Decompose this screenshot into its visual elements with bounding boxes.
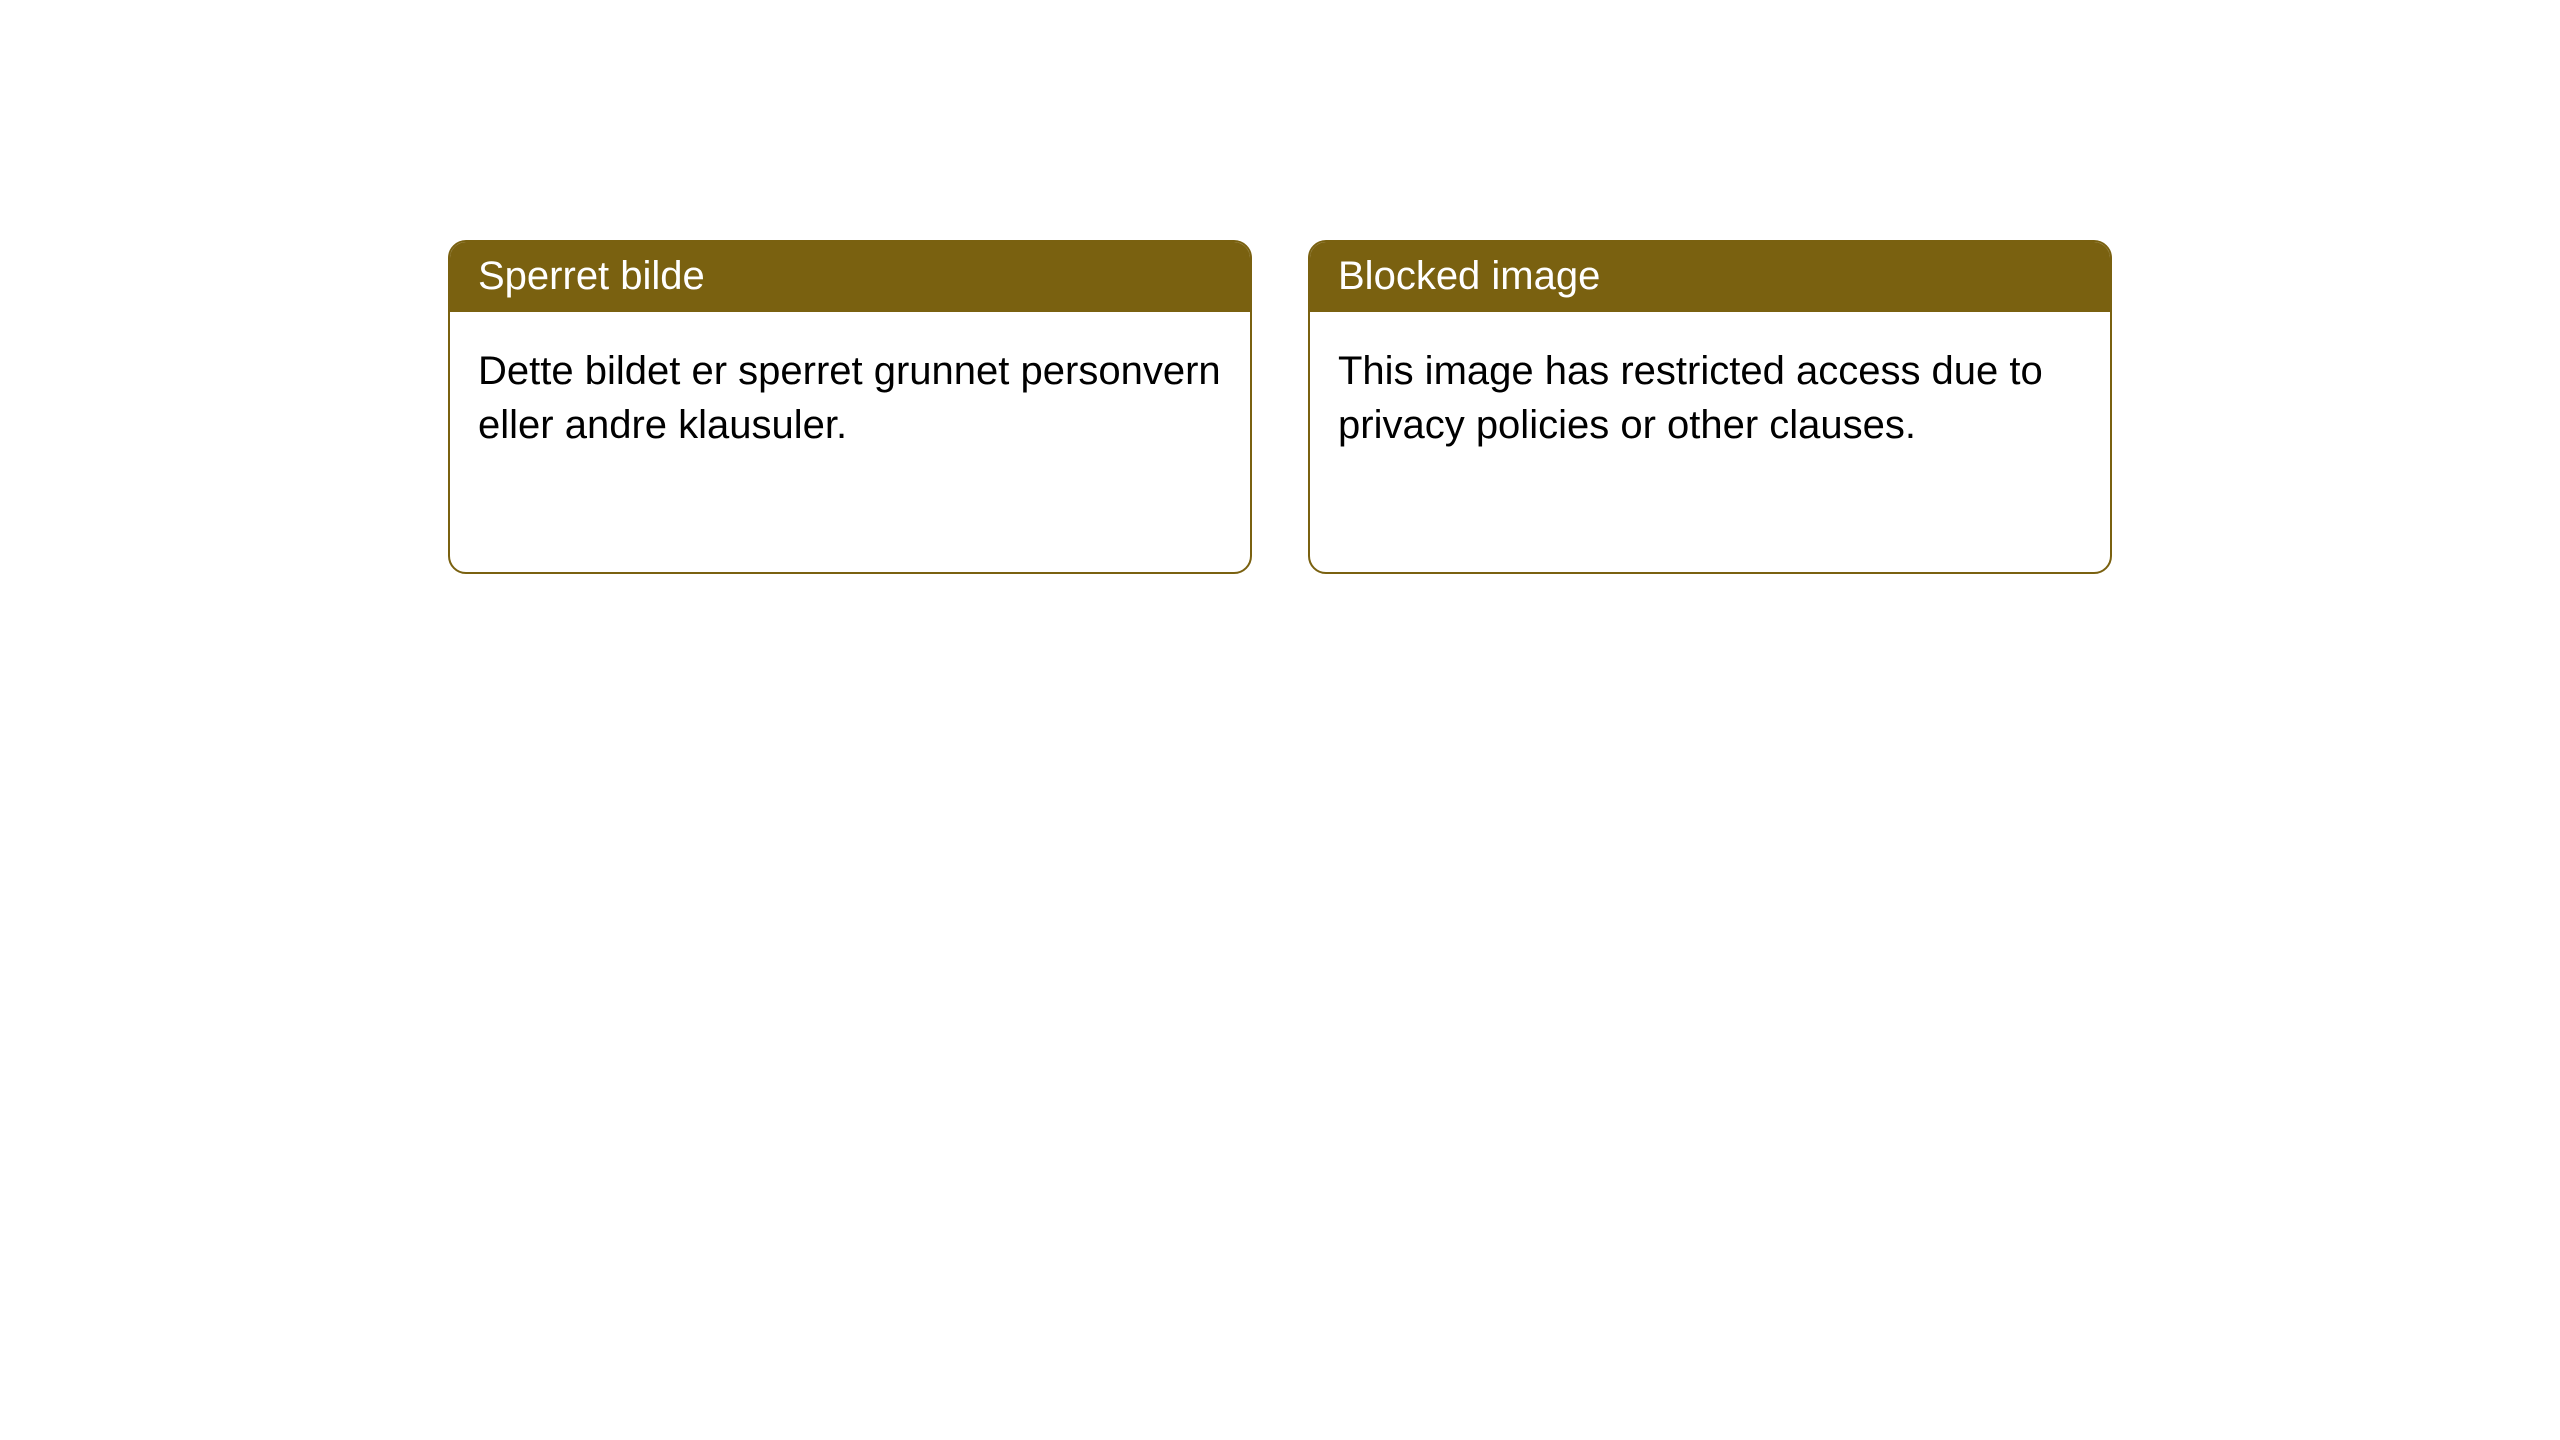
- cards-container: Sperret bilde Dette bildet er sperret gr…: [0, 0, 2560, 574]
- card-header-english: Blocked image: [1310, 242, 2110, 312]
- card-body-english: This image has restricted access due to …: [1310, 312, 2110, 572]
- blocked-image-card-norwegian: Sperret bilde Dette bildet er sperret gr…: [448, 240, 1252, 574]
- blocked-image-card-english: Blocked image This image has restricted …: [1308, 240, 2112, 574]
- card-header-norwegian: Sperret bilde: [450, 242, 1250, 312]
- card-body-norwegian: Dette bildet er sperret grunnet personve…: [450, 312, 1250, 572]
